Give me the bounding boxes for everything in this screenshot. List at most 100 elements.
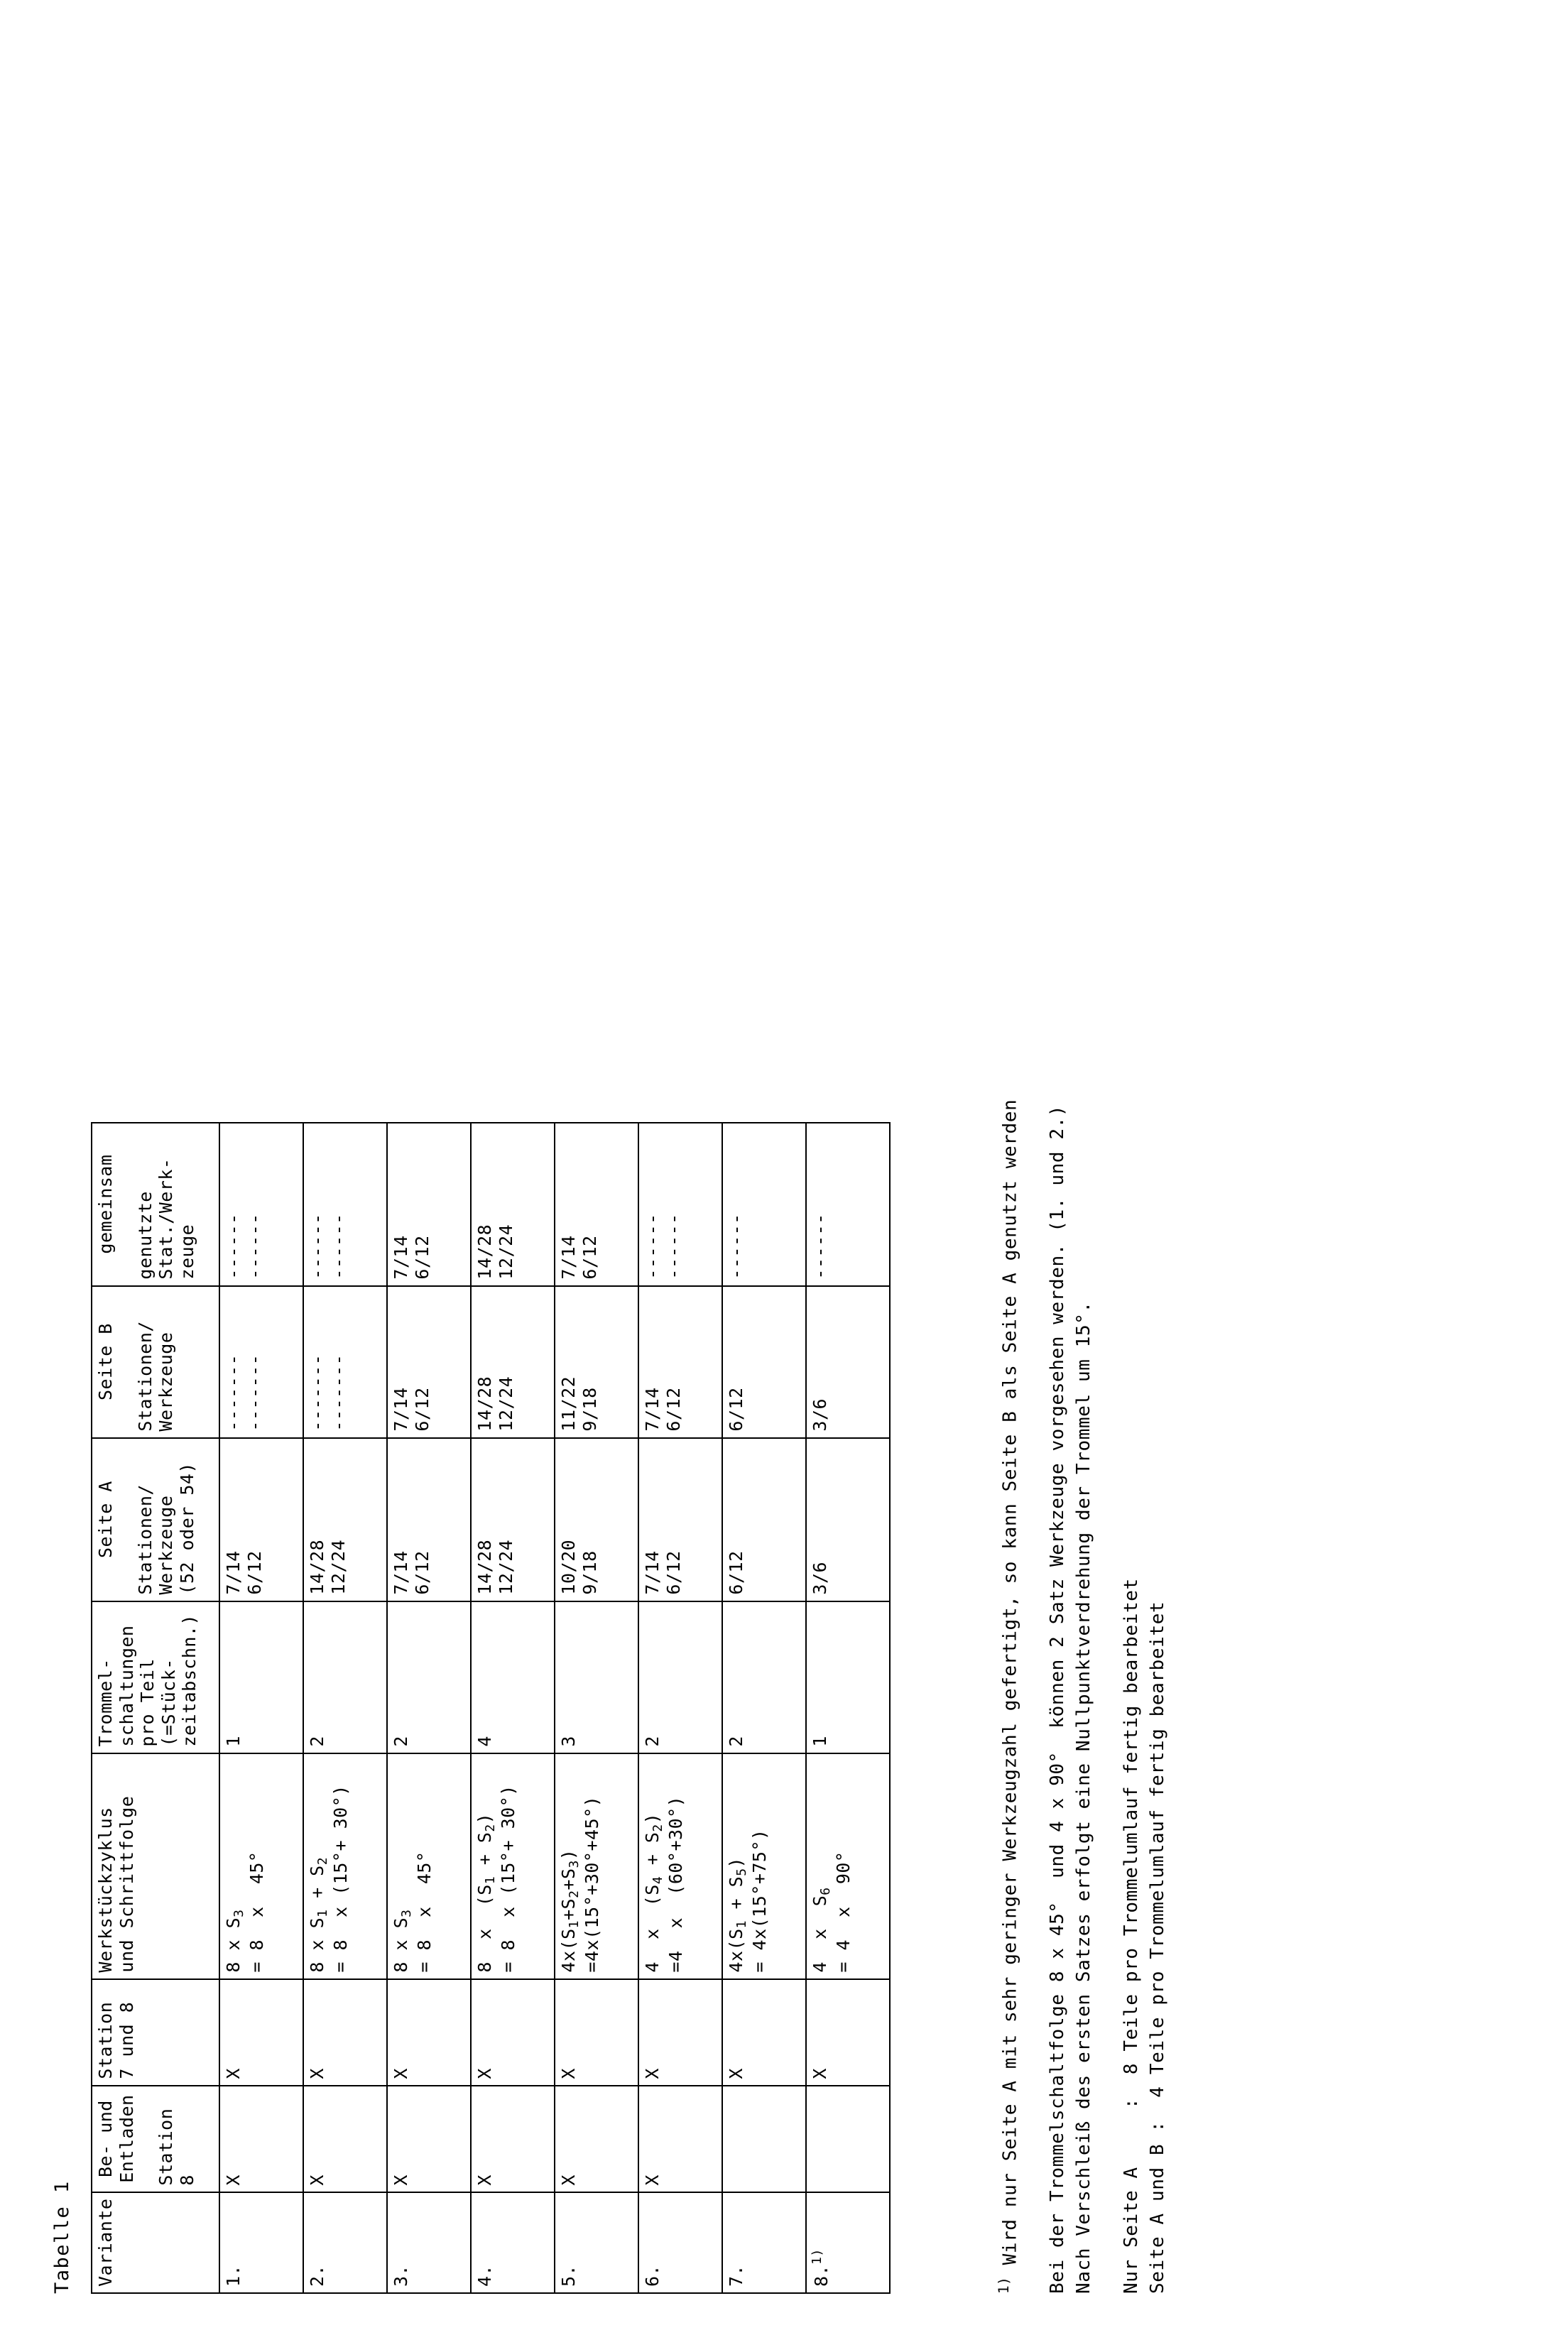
header-seite-b-title: Seite B — [95, 1292, 116, 1432]
header-gemeinsam: gemeinsam genutzte Stat./Werk- zeuge — [92, 1123, 219, 1286]
cell-seite-b: ------- ------- — [219, 1286, 303, 1438]
zyklus-sub-1: 1 — [734, 1920, 749, 1928]
table-row: 8.1) X 4 x S6= 4 x 90° 1 3/6 3/6 ------ — [806, 1123, 890, 2293]
cell-seite-a: 14/28 12/24 — [303, 1438, 387, 1601]
cell-seite-a: 3/6 — [806, 1438, 890, 1601]
zyklus-line-2: =4 x (60°+30°) — [665, 1796, 686, 1973]
zyklus-line-2: = 8 x (15°+ 30°) — [498, 1785, 518, 1972]
table-caption: Tabelle 1 — [51, 2180, 73, 2294]
cell-trommelschaltungen: 2 — [387, 1601, 471, 1753]
zyklus-sub-1: 1 — [567, 1920, 582, 1928]
zyklus-line-1: 8 x S — [223, 1917, 244, 1973]
cell-trommelschaltungen: 2 — [303, 1601, 387, 1753]
zyklus-line-1c: +S — [558, 1868, 579, 1890]
zyklus-sub-1b: 2 — [315, 1857, 330, 1865]
variante-label: 8. — [811, 2265, 832, 2287]
cell-gemeinsam: ------ ------ — [219, 1123, 303, 1286]
cell-station-8: X — [303, 2086, 387, 2192]
rotated-page-container: Tabelle 1 Variante Be- und Entladen Stat… — [0, 0, 1568, 2335]
cell-gemeinsam: 7/14 6/12 — [387, 1123, 471, 1286]
zyklus-line-1b: + S — [642, 1832, 663, 1876]
cell-seite-a: 10/20 9/18 — [555, 1438, 638, 1601]
variante-label: 4. — [474, 2265, 495, 2287]
zyklus-sub-1: 3 — [232, 1909, 246, 1917]
header-gemeinsam-title: gemeinsam — [95, 1129, 116, 1280]
cell-werkstueckzyklus: 4x(S1+S2+S3)=4x(15°+30°+45°) — [555, 1753, 638, 1979]
zyklus-line-1: 4x(S — [726, 1928, 746, 1972]
cell-gemeinsam: ------ — [722, 1123, 806, 1286]
cell-seite-b: 3/6 — [806, 1286, 890, 1438]
cell-trommelschaltungen: 1 — [219, 1601, 303, 1753]
cell-station-7-8: X — [722, 1979, 806, 2086]
zyklus-sub-1b: 2 — [483, 1824, 498, 1831]
document-sheet: Tabelle 1 Variante Be- und Entladen Stat… — [0, 0, 1568, 2335]
zyklus-sub-1b: 2 — [567, 1890, 582, 1898]
note-paragraph-2-line-1: Bei der Trommelschaltfolge 8 x 45° und 4… — [1045, 249, 1071, 2294]
cell-werkstueckzyklus: 4x(S1 + S5)= 4x(15°+75°) — [722, 1753, 806, 1979]
variante-label: 3. — [391, 2265, 411, 2287]
table-row: 5. X X 4x(S1+S2+S3)=4x(15°+30°+45°) 3 10… — [555, 1123, 638, 2293]
zyklus-sub-1b: 2 — [650, 1824, 665, 1831]
cell-station-7-8: X — [555, 1979, 638, 2086]
header-variante: Variante — [92, 2192, 219, 2293]
cell-variante: 1. — [219, 2192, 303, 2293]
footnote-marker: 1) — [996, 2277, 1012, 2294]
cell-variante: 4. — [471, 2192, 555, 2293]
header-seite-b: Seite B Stationen/ Werkzeuge — [92, 1286, 219, 1438]
variante-footnote-marker: 1) — [810, 2248, 824, 2265]
variante-label: 1. — [223, 2265, 244, 2287]
cell-seite-a: 7/14 6/12 — [219, 1438, 303, 1601]
zyklus-line-1: 8 x (S — [474, 1884, 495, 1972]
cell-trommelschaltungen: 4 — [471, 1601, 555, 1753]
cell-variante: 7. — [722, 2192, 806, 2293]
cell-station-8: X — [387, 2086, 471, 2192]
zyklus-line-1b: + S — [726, 1876, 746, 1920]
zyklus-line-2: = 8 x (15°+ 30°) — [330, 1785, 351, 1972]
table-row: 6. X X 4 x (S4 + S2)=4 x (60°+30°) 2 7/1… — [638, 1123, 722, 2293]
zyklus-line-1c: ) — [642, 1813, 663, 1824]
zyklus-sub-1: 3 — [399, 1909, 414, 1917]
table-row: 1. X X 8 x S3= 8 x 45° 1 7/14 6/12 -----… — [219, 1123, 303, 2293]
zyklus-line-1: 4x(S — [558, 1928, 579, 1972]
cell-seite-b: ------- ------- — [303, 1286, 387, 1438]
zyklus-line-1b: +S — [558, 1898, 579, 1920]
zyklus-sub-1: 1 — [315, 1909, 330, 1917]
cell-seite-b: 14/28 12/24 — [471, 1286, 555, 1438]
cell-station-7-8: X — [638, 1979, 722, 2086]
zyklus-line-1: 4 x S — [810, 1895, 830, 1973]
cell-station-7-8: X — [219, 1979, 303, 2086]
header-station-8-label: Station 8 — [156, 2092, 197, 2186]
zyklus-sub-1: 4 — [650, 1876, 665, 1884]
cell-station-8: X — [471, 2086, 555, 2192]
header-seite-a-sub: Stationen/ Werkzeuge (52 oder 54) — [135, 1444, 198, 1595]
variante-label: 2. — [307, 2265, 327, 2287]
note-paragraph-3-line-2: Seite A und B : 4 Teile pro Trommelumlau… — [1145, 249, 1171, 2294]
table-body: 1. X X 8 x S3= 8 x 45° 1 7/14 6/12 -----… — [219, 1123, 890, 2293]
cell-trommelschaltungen: 2 — [722, 1601, 806, 1753]
zyklus-line-1b: + S — [474, 1832, 495, 1876]
cell-seite-b: 11/22 9/18 — [555, 1286, 638, 1438]
cell-gemeinsam: ------ ------ — [303, 1123, 387, 1286]
zyklus-sub-1: 1 — [483, 1876, 498, 1884]
cell-variante: 2. — [303, 2192, 387, 2293]
cell-gemeinsam: 7/14 6/12 — [555, 1123, 638, 1286]
zyklus-line-1c: ) — [474, 1813, 495, 1824]
zyklus-sub-1: 6 — [818, 1887, 833, 1895]
variant-table: Variante Be- und Entladen Station 8 Stat… — [91, 1122, 891, 2294]
zyklus-sub-1b: 5 — [734, 1868, 749, 1876]
table-header-row: Variante Be- und Entladen Station 8 Stat… — [92, 1123, 219, 2293]
variante-label: 7. — [726, 2265, 746, 2287]
cell-werkstueckzyklus: 8 x (S1 + S2)= 8 x (15°+ 30°) — [471, 1753, 555, 1979]
cell-werkstueckzyklus: 4 x (S4 + S2)=4 x (60°+30°) — [638, 1753, 722, 1979]
cell-gemeinsam: 14/28 12/24 — [471, 1123, 555, 1286]
cell-seite-b: 7/14 6/12 — [387, 1286, 471, 1438]
cell-seite-b: 7/14 6/12 — [638, 1286, 722, 1438]
zyklus-line-1: 4 x (S — [642, 1884, 663, 1972]
table-header: Variante Be- und Entladen Station 8 Stat… — [92, 1123, 219, 2293]
header-seite-a-title: Seite A — [95, 1444, 116, 1595]
header-station-7-8: Station 7 und 8 — [92, 1979, 219, 2086]
cell-seite-a: 7/14 6/12 — [638, 1438, 722, 1601]
cell-station-7-8: X — [303, 1979, 387, 2086]
cell-werkstueckzyklus: 8 x S3= 8 x 45° — [387, 1753, 471, 1979]
cell-station-8: X — [555, 2086, 638, 2192]
